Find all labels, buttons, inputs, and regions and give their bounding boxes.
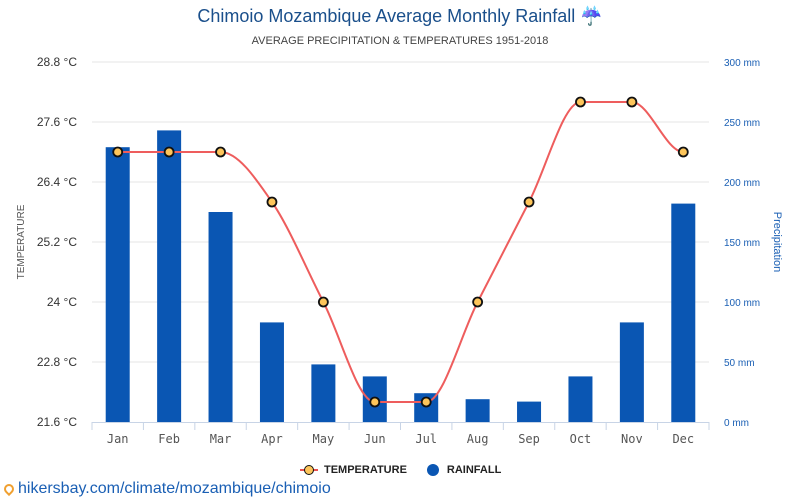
grid-lines	[92, 61, 709, 363]
legend: TEMPERATURE RAINFALL	[300, 464, 521, 476]
y-right-tick-label: 250 mm	[724, 118, 760, 129]
rainfall-bar	[259, 322, 284, 422]
y-axis-left-title: TEMPERATURE	[16, 204, 27, 279]
map-pin-icon	[1, 481, 17, 497]
temperature-point	[523, 196, 535, 208]
x-tick-label: Nov	[621, 432, 643, 446]
rainfall-bar	[105, 147, 130, 422]
y-left-tick-label: 27.6 °C	[37, 115, 77, 129]
rainfall-bar	[311, 364, 336, 422]
temperature-point	[163, 146, 175, 158]
temperature-point	[575, 96, 586, 108]
rainfall-bar	[465, 399, 490, 422]
x-tick-label: Jan	[107, 432, 129, 446]
temperature-point	[626, 96, 638, 108]
chart-title: Chimoio Mozambique Average Monthly Rainf…	[197, 6, 603, 26]
temperature-line	[117, 101, 684, 403]
y-axis-right-title: Precipitation	[771, 212, 783, 273]
legend-rainfall-label: RAINFALL	[446, 464, 502, 476]
rainfall-bar	[671, 203, 696, 422]
x-tick-label: Dec	[672, 432, 694, 446]
temperature-points	[112, 96, 689, 408]
chart-subtitle: AVERAGE PRECIPITATION & TEMPERATURES 195…	[251, 35, 549, 47]
y-left-tick-label: 22.8 °C	[37, 355, 77, 369]
rainfall-bar	[568, 376, 593, 422]
x-tick-label: Sep	[518, 432, 540, 446]
chart-svg: 21.6 °C 22.8 °C 24 °C 25.2 °C 26.4 °C 27.6 °C…	[16, 55, 783, 446]
source-url: hikersbay.com/climate/mozambique/chimoio	[18, 480, 331, 497]
x-tick-label: Apr	[261, 432, 283, 446]
temperature-point	[215, 146, 226, 158]
legend-item-temperature[interactable]: TEMPERATURE	[300, 464, 407, 476]
y-left-tick-label: 24 °C	[47, 295, 77, 309]
y-left-tick-label: 21.6 °C	[37, 415, 77, 429]
x-tick-label: Jul	[415, 432, 437, 446]
y-left-tick-label: 26.4 °C	[37, 175, 77, 189]
x-tick-label: Mar	[210, 432, 232, 446]
legend-item-rainfall[interactable]: RAINFALL	[426, 464, 502, 476]
temperature-point	[677, 146, 689, 158]
temperature-point	[369, 396, 381, 408]
x-tick-label: Oct	[570, 432, 592, 446]
temperature-point	[266, 196, 278, 208]
legend-temperature-label: TEMPERATURE	[324, 464, 407, 476]
rainfall-bars	[105, 130, 696, 422]
x-tick-label: Jun	[364, 432, 386, 446]
y-right-tick-label: 100 mm	[724, 298, 760, 309]
y-right-tick-label: 0 mm	[724, 418, 749, 429]
rainfall-bar	[517, 401, 542, 422]
y-right-tick-label: 200 mm	[724, 178, 760, 189]
y-left-tick-label: 25.2 °C	[37, 235, 77, 249]
x-tick-label: Aug	[467, 432, 489, 446]
y-right-tick-label: 300 mm	[724, 58, 760, 69]
legend-rainfall-icon	[426, 464, 439, 476]
y-axis-right: 0 mm 50 mm 100 mm 150 mm 200 mm 250 mm 300 mm	[724, 58, 760, 429]
temperature-point	[317, 296, 329, 308]
temperature-point	[112, 146, 124, 158]
rainfall-bar	[619, 322, 644, 422]
rainfall-bar	[208, 212, 233, 422]
y-axis-left: 21.6 °C 22.8 °C 24 °C 25.2 °C 26.4 °C 27.6 °C…	[37, 55, 77, 429]
temperature-point	[472, 296, 484, 308]
y-left-tick-label: 28.8 °C	[37, 55, 77, 69]
rainfall-bar	[157, 130, 182, 422]
legend-temperature-icon	[300, 464, 318, 476]
x-axis: Jan Feb Mar Apr May Jun Jul Aug Sep Oct Nov Dec	[91, 422, 710, 446]
x-tick-label: Feb	[158, 432, 180, 446]
source-link[interactable]: hikersbay.com/climate/mozambique/chimoio	[1, 480, 331, 498]
x-tick-label: May	[313, 432, 335, 446]
y-right-tick-label: 150 mm	[724, 238, 760, 249]
y-right-tick-label: 50 mm	[724, 358, 755, 369]
temperature-point	[420, 396, 432, 408]
